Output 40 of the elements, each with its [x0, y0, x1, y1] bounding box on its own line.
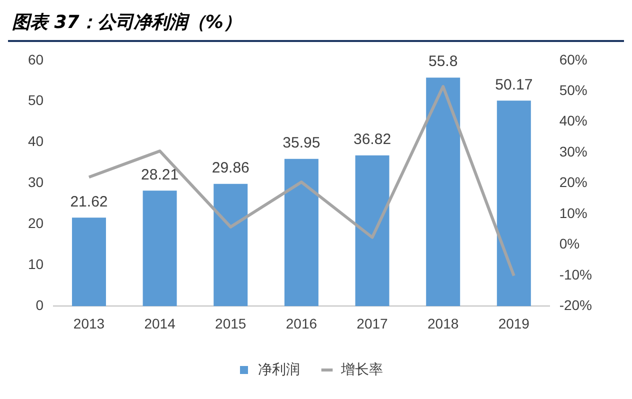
legend-label: 净利润 — [258, 360, 300, 377]
y-tick-label: 20 — [28, 215, 44, 232]
y-tick-label: 60 — [28, 51, 44, 68]
data-label: 50.17 — [495, 76, 533, 94]
bar — [142, 190, 177, 306]
data-label: 28.21 — [141, 166, 179, 184]
data-label: 36.82 — [353, 131, 392, 148]
chart-title: 图表 37：公司净利润（%） — [8, 8, 624, 42]
x-tick-label: 2014 — [144, 315, 176, 332]
bar — [426, 78, 460, 306]
x-tick-label: 2015 — [215, 315, 246, 332]
data-label: 55.8 — [428, 53, 458, 70]
bar — [284, 158, 318, 306]
y2-tick-label: -20% — [559, 297, 592, 314]
y2-tick-label: 60% — [559, 51, 588, 68]
x-tick-label: 2018 — [428, 315, 459, 332]
x-tick-label: 2013 — [73, 315, 105, 332]
legend-label: 增长率 — [340, 360, 383, 377]
data-label: 29.86 — [212, 160, 250, 177]
bar — [72, 218, 106, 306]
x-tick-label: 2016 — [286, 315, 318, 332]
y2-tick-label: 10% — [559, 204, 588, 221]
y-tick-label: 0 — [36, 297, 44, 314]
y2-tick-label: 0% — [559, 236, 580, 252]
y-tick-label: 50 — [28, 92, 44, 108]
y-tick-label: 30 — [28, 174, 44, 190]
y2-tick-label: 20% — [559, 174, 588, 190]
x-tick-label: 2017 — [356, 315, 388, 332]
data-label: 35.95 — [282, 134, 320, 152]
bar — [214, 184, 248, 306]
y2-tick-label: -10% — [559, 266, 592, 282]
bar — [355, 155, 390, 306]
data-label: 21.62 — [70, 193, 108, 210]
y2-tick-label: 40% — [559, 112, 588, 129]
x-tick-label: 2019 — [498, 315, 530, 332]
y-tick-label: 40 — [28, 133, 44, 150]
y2-tick-label: 30% — [559, 143, 588, 160]
y-tick-label: 10 — [28, 256, 44, 272]
bar — [496, 100, 531, 306]
y2-tick-label: 50% — [559, 82, 588, 98]
